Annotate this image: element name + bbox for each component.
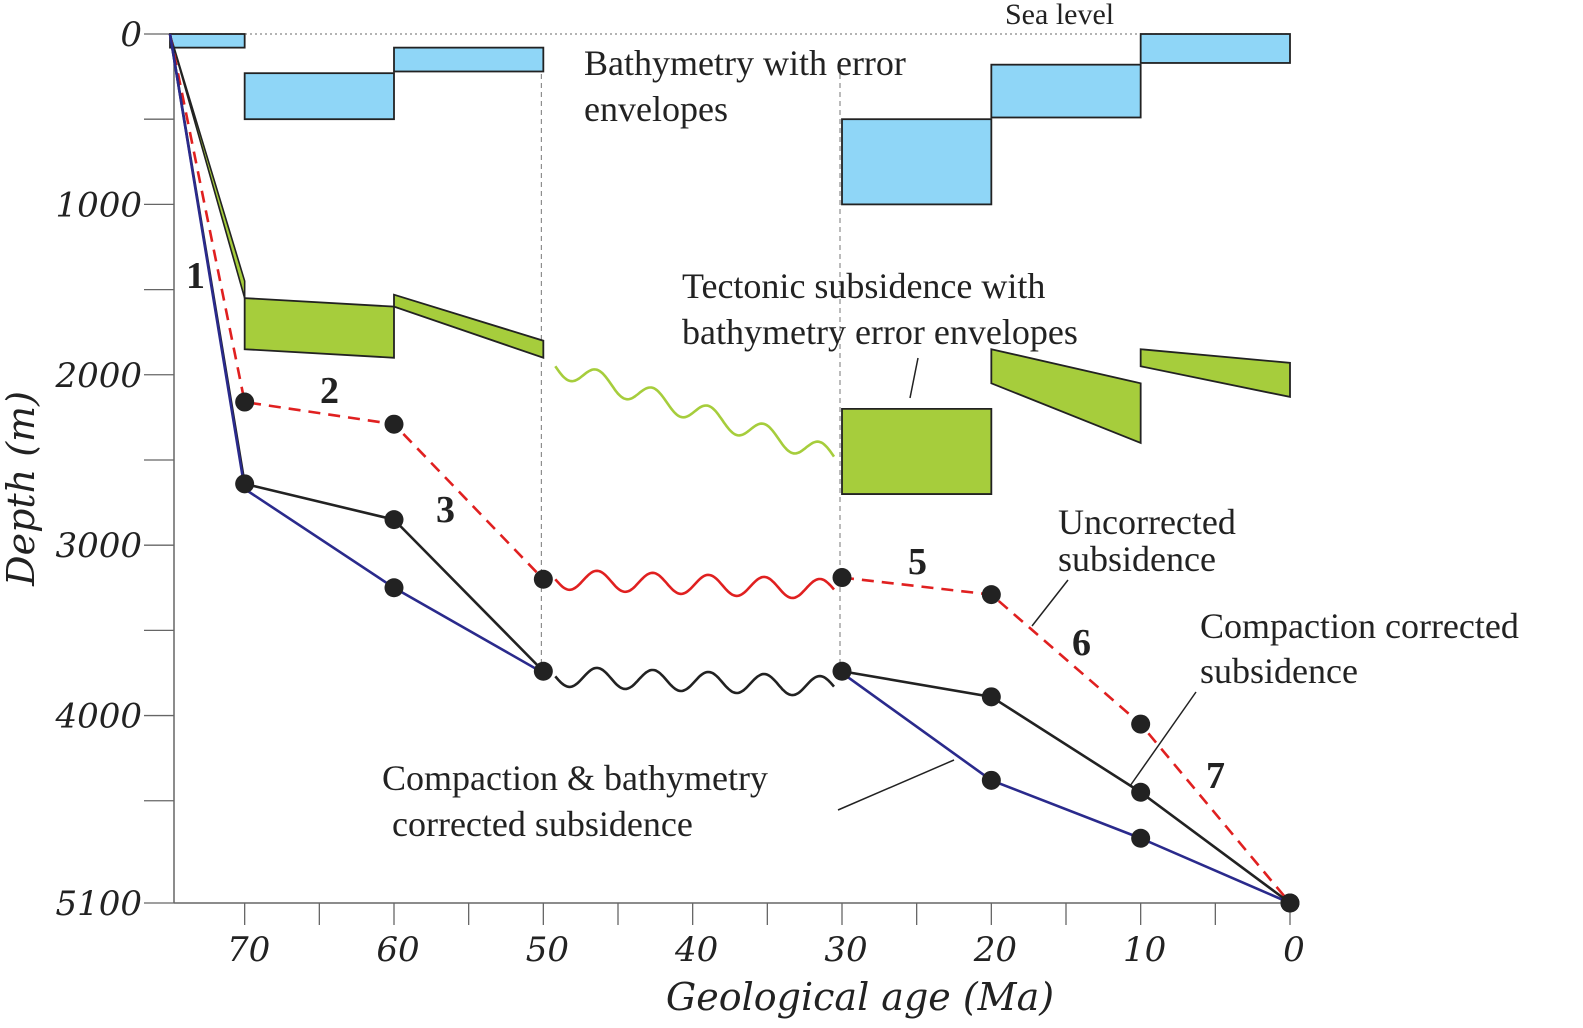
bathymetry-envelope <box>169 33 246 49</box>
x-tick-label: 40 <box>674 930 718 970</box>
data-point <box>981 585 1001 605</box>
y-tick-label: 2000 <box>54 356 142 396</box>
hiatus-wavy-line <box>554 365 836 458</box>
comp-bathy-label-line1: Compaction & bathymetry <box>382 758 768 798</box>
data-point <box>384 578 404 598</box>
comp-bathy-label-line2: corrected subsidence <box>392 804 693 844</box>
uncorrected-leader-line <box>1031 579 1069 627</box>
subsidence-series <box>168 33 1300 913</box>
series-line <box>168 33 544 675</box>
tectonic-envelopes <box>169 33 1291 495</box>
tectonic-envelope <box>1139 348 1291 399</box>
tectonic-envelope <box>393 293 545 360</box>
data-point <box>832 568 852 588</box>
series-line <box>841 669 1291 905</box>
x-tick-label: 70 <box>227 930 270 970</box>
segment-number-3: 3 <box>436 489 455 531</box>
x-tick-label: 50 <box>526 930 569 970</box>
comp-bathy-leader-line <box>837 759 955 811</box>
data-point <box>1131 782 1151 802</box>
x-tick-label: 60 <box>376 930 419 970</box>
data-point <box>384 414 404 434</box>
x-tick-label: 0 <box>1283 930 1305 970</box>
data-point <box>533 569 553 589</box>
compaction-label-line1: Compaction corrected <box>1200 606 1519 646</box>
tectonic-envelope <box>841 407 993 495</box>
data-point <box>1131 828 1151 848</box>
data-point <box>533 661 553 681</box>
tectonic-label-line1: Tectonic subsidence with <box>682 266 1045 306</box>
data-point <box>981 687 1001 707</box>
y-tick-label: 0 <box>120 15 142 55</box>
x-tick-label: 10 <box>1123 930 1166 970</box>
y-tick-label: 4000 <box>54 697 142 737</box>
series-line <box>841 671 1291 905</box>
bathymetry-envelopes <box>169 33 1291 206</box>
data-point <box>1131 714 1151 734</box>
bathymetry-envelope <box>243 72 395 121</box>
x-axis-title: Geological age (Ma) <box>666 975 1054 1019</box>
bathymetry-label-line2: envelopes <box>584 89 728 129</box>
x-tick-label: 30 <box>824 930 867 970</box>
tectonic-envelope <box>243 297 395 359</box>
y-tick-label: 1000 <box>55 185 142 225</box>
axes: 0 1000 2000 3000 4000 5100 70 60 50 40 30 20 10 0 Geol… <box>0 15 1305 1019</box>
uncorrected-label-line2: subsidence <box>1058 539 1216 579</box>
y-tick-label: 5100 <box>55 884 142 924</box>
data-point <box>384 510 404 530</box>
sea-level-label: Sea level <box>1005 0 1114 31</box>
segment-number-7: 7 <box>1206 755 1225 797</box>
data-point <box>832 661 852 681</box>
compaction-leader-line <box>1129 691 1197 787</box>
hiatus-wavy-line <box>554 569 835 600</box>
series-line <box>168 33 545 581</box>
segment-number-1: 1 <box>186 255 205 297</box>
tectonic-leader-line <box>909 357 919 399</box>
data-point <box>235 392 255 412</box>
bathymetry-envelope <box>1139 33 1291 64</box>
y-tick-label: 3000 <box>55 526 142 566</box>
tectonic-envelope <box>990 348 1142 445</box>
segment-number-6: 6 <box>1072 622 1091 664</box>
series-line <box>841 576 1291 904</box>
hiatus-wavy-line <box>554 666 835 697</box>
bathymetry-envelope <box>841 118 993 206</box>
data-point <box>981 770 1001 790</box>
bathymetry-envelope <box>990 63 1142 119</box>
data-point <box>1280 893 1300 913</box>
annotations: Sea level Bathymetry with error envelope… <box>186 0 1519 844</box>
segment-number-2: 2 <box>320 370 339 412</box>
compaction-label-line2: subsidence <box>1200 651 1358 691</box>
data-point <box>235 474 255 494</box>
tectonic-label-line2: bathymetry error envelopes <box>682 312 1078 352</box>
uncorrected-label-line1: Uncorrected <box>1058 502 1236 542</box>
segment-number-5: 5 <box>908 541 927 583</box>
x-tick-label: 20 <box>973 930 1017 970</box>
bathymetry-label-line1: Bathymetry with error <box>584 43 906 83</box>
tectonic-envelope-early <box>169 33 246 299</box>
bathymetry-envelope <box>393 46 545 73</box>
y-axis-title: Depth (m) <box>0 391 43 587</box>
